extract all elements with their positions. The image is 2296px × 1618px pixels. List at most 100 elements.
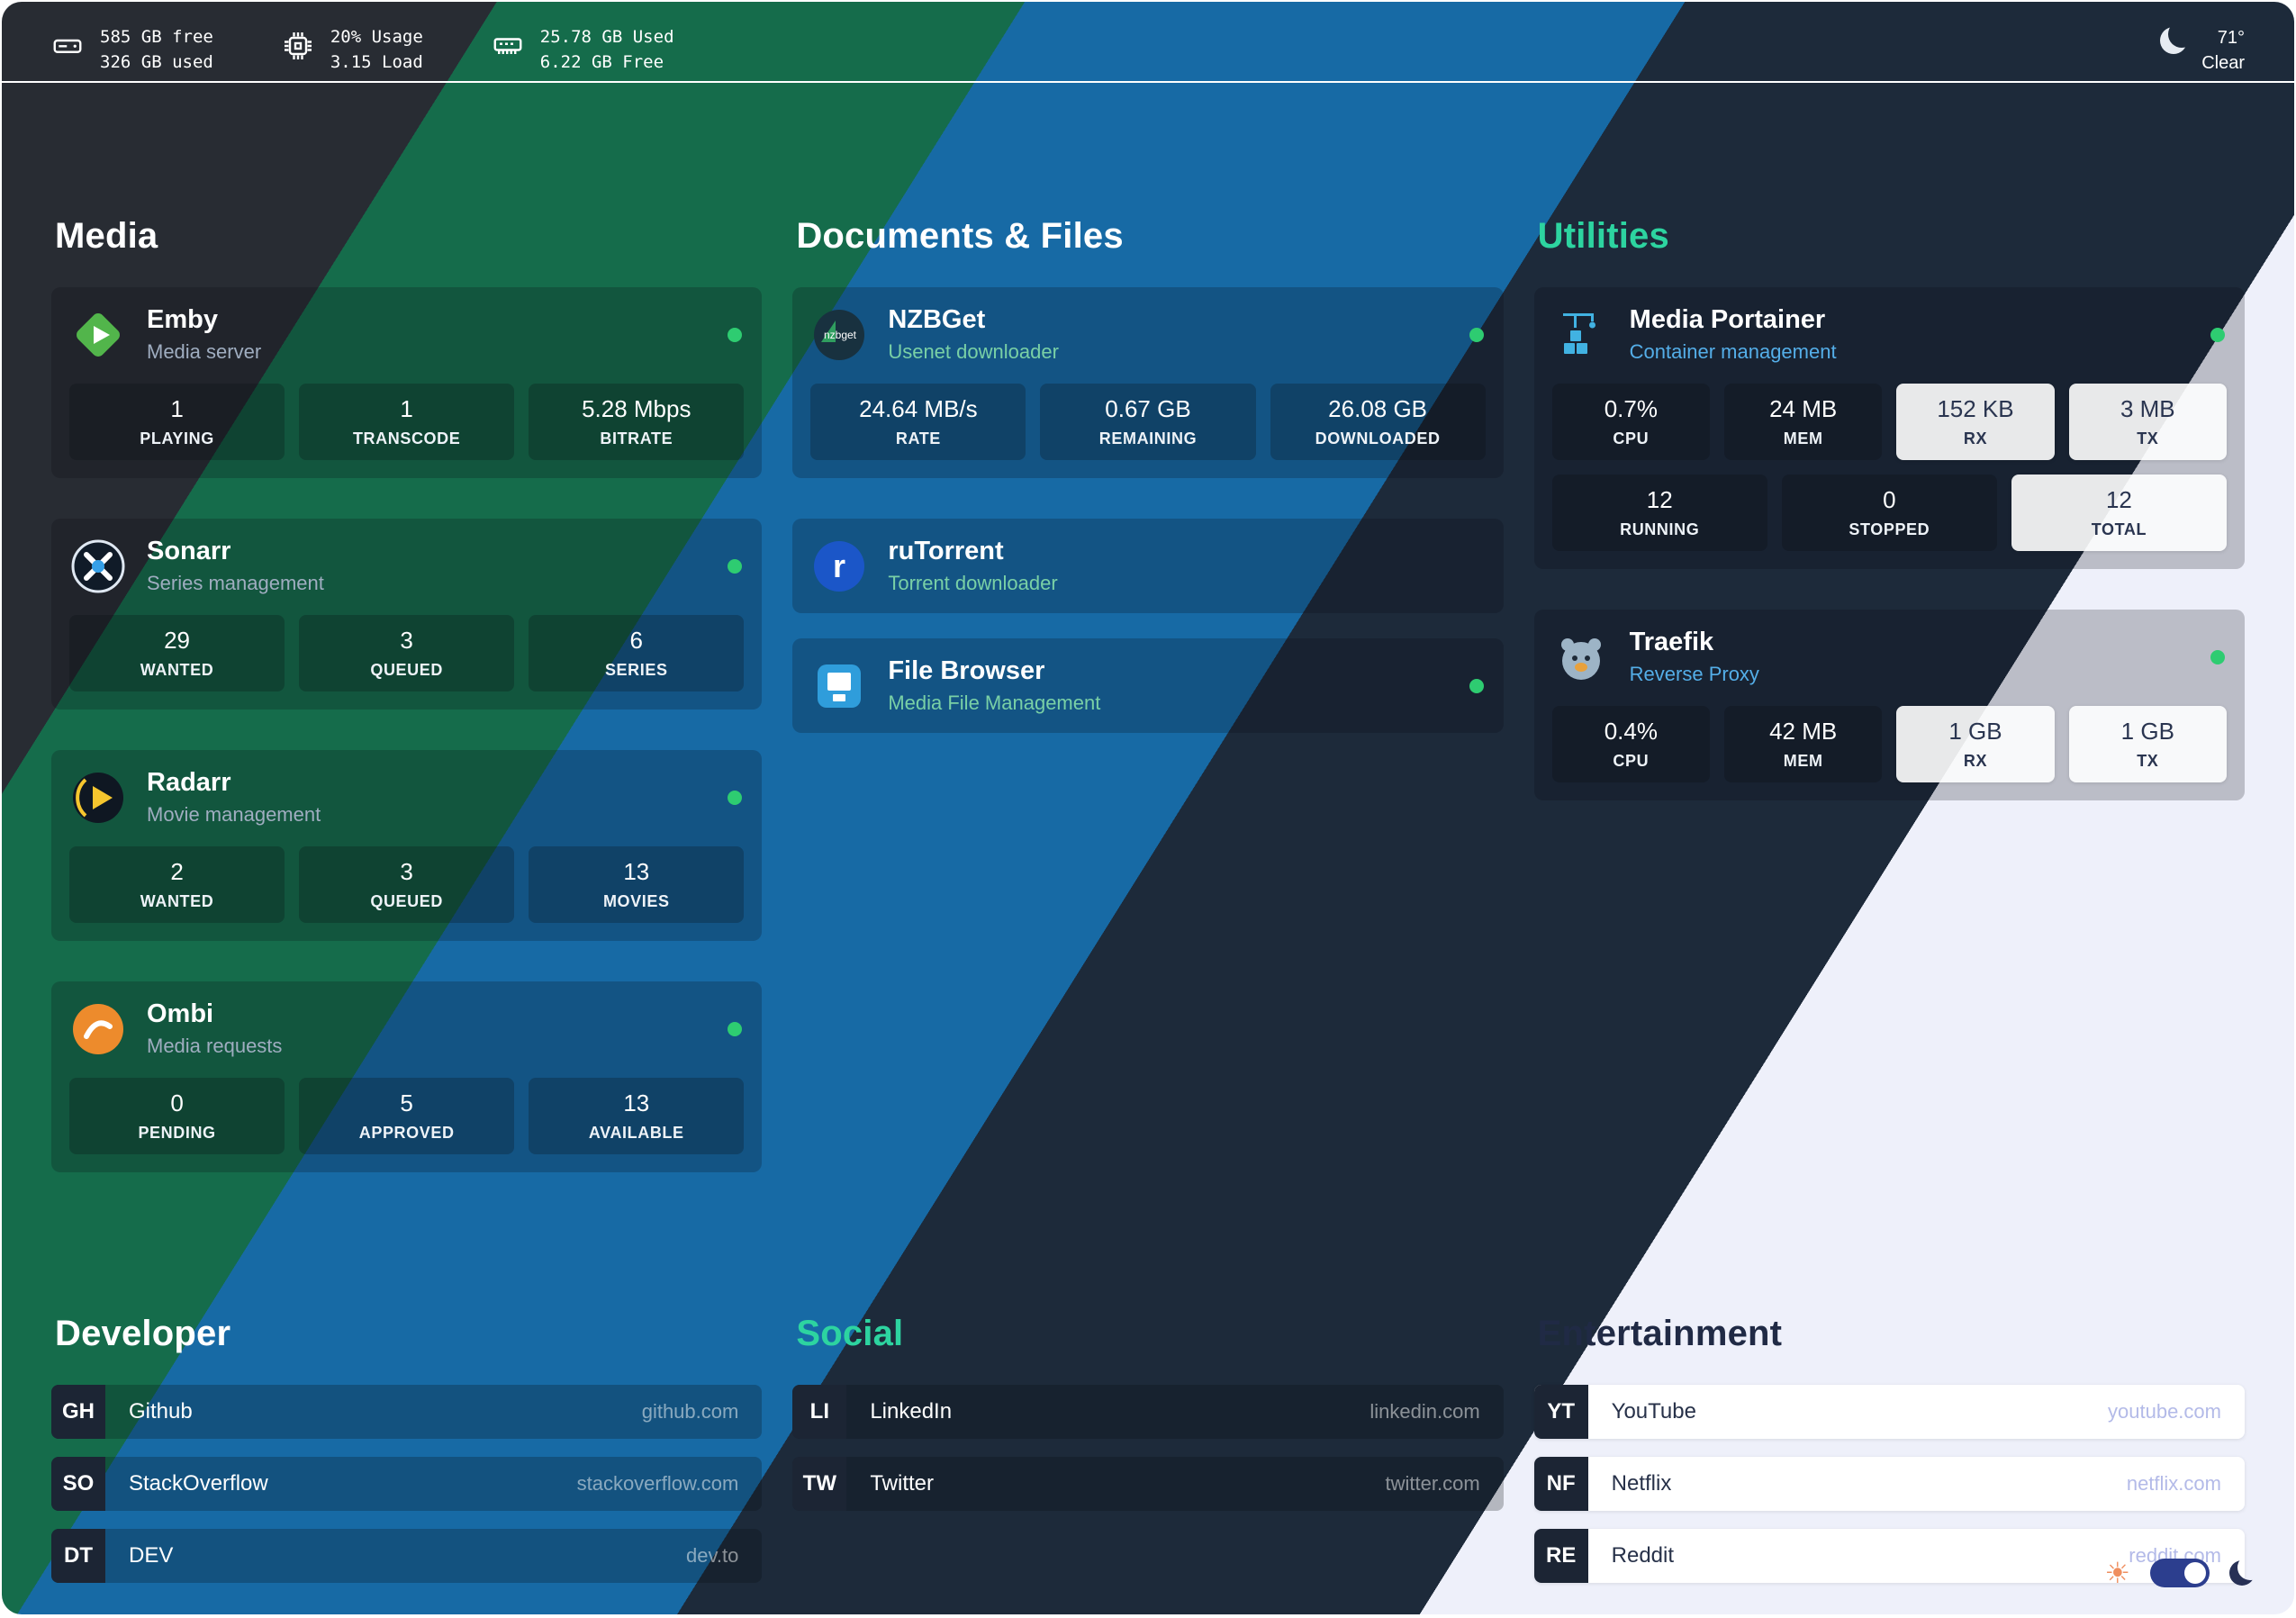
theme-toggle-knob	[2184, 1562, 2206, 1584]
stat-tile: 0.4% CPU	[1551, 706, 1710, 782]
stat-value: 5	[400, 1089, 413, 1116]
stat-value: 1	[170, 395, 184, 422]
reddit-badge: RE	[1533, 1529, 1588, 1583]
stat-value: 152 KB	[1937, 395, 2014, 422]
service-card-rutorrent[interactable]: r ruTorrent Torrent downloader	[792, 519, 1504, 613]
group-utilities: Utilities	[1533, 216, 2245, 1213]
theme-toggle[interactable]	[2150, 1559, 2210, 1587]
service-card-emby[interactable]: Emby Media server 1 PLAYING 1 TRANSCODE	[51, 287, 763, 478]
stat-tile: 5 APPROVED	[299, 1078, 515, 1154]
ram-free: 6.22 GB Free	[539, 51, 664, 72]
system-stats: 585 GB free 326 GB used 20% Usage 3.15 L…	[51, 25, 674, 75]
stat-label: CPU	[1613, 429, 1650, 447]
stat-value: 0.7%	[1604, 395, 1658, 422]
dark-mode-moon-icon[interactable]	[2229, 1560, 2255, 1586]
portainer-icon	[1552, 306, 1610, 364]
service-card-nzbget[interactable]: nzbget NZBGet Usenet downloader 24.64 MB…	[792, 287, 1504, 478]
weather-widget: 71° Clear	[2160, 25, 2245, 76]
service-subtitle: Torrent downloader	[888, 572, 1058, 594]
stat-label: PENDING	[138, 1124, 216, 1142]
status-dot	[728, 1021, 743, 1036]
service-card-file-browser[interactable]: File Browser Media File Management	[792, 638, 1504, 733]
link-domain: dev.to	[686, 1544, 739, 1567]
stat-tile: 1 GB TX	[2068, 706, 2227, 782]
group-developer: Developer GH Github github.com SO StackO…	[51, 1314, 763, 1601]
stat-tile: 0 PENDING	[69, 1078, 285, 1154]
stat-tile: 0.7% CPU	[1551, 384, 1710, 460]
stat-label: SERIES	[604, 661, 668, 679]
ram-stat: 25.78 GB Used 6.22 GB Free	[492, 25, 674, 75]
status-dot	[2210, 649, 2225, 664]
link-domain: twitter.com	[1385, 1472, 1480, 1495]
stat-label: APPROVED	[358, 1124, 455, 1142]
stat-label: TRANSCODE	[352, 429, 461, 447]
service-card-portainer[interactable]: Media Portainer Container management 0.7…	[1533, 287, 2245, 569]
stat-tile: 13 AVAILABLE	[529, 1078, 745, 1154]
link-youtube[interactable]: YT YouTube youtube.com	[1533, 1385, 2245, 1439]
stat-value: 26.08 GB	[1328, 395, 1428, 422]
service-name: Radarr	[147, 768, 231, 797]
nzbget-icon: nzbget	[810, 306, 868, 364]
stat-value: 3	[400, 858, 413, 885]
service-name: Sonarr	[147, 537, 231, 565]
stat-tile: 1 GB RX	[1896, 706, 2055, 782]
stat-value: 0	[1883, 486, 1896, 513]
service-subtitle: Movie management	[147, 803, 321, 826]
stat-tile: 29 WANTED	[69, 615, 285, 691]
group-social: Social LI LinkedIn linkedin.com TW Twitt…	[792, 1314, 1504, 1601]
link-twitter[interactable]: TW Twitter twitter.com	[792, 1457, 1504, 1511]
link-domain: github.com	[641, 1400, 739, 1423]
group-documents-files: Documents & Files nzbget NZBGet Usenet d…	[792, 216, 1504, 1213]
disk-used: 326 GB used	[100, 51, 213, 72]
weather-condition: Clear	[2201, 53, 2245, 73]
stat-tile: 5.28 Mbps BITRATE	[529, 384, 745, 460]
link-domain: stackoverflow.com	[576, 1472, 739, 1495]
service-card-traefik[interactable]: Traefik Reverse Proxy 0.4% CPU 42 MB MEM	[1533, 610, 2245, 800]
github-badge: GH	[51, 1385, 105, 1439]
top-bar: 585 GB free 326 GB used 20% Usage 3.15 L…	[2, 2, 2294, 83]
group-title-utilities: Utilities	[1537, 216, 1669, 256]
ombi-icon	[69, 1000, 127, 1058]
link-name: LinkedIn	[870, 1399, 953, 1424]
stat-label: AVAILABLE	[588, 1124, 684, 1142]
radarr-icon	[69, 769, 127, 827]
status-dot	[728, 558, 743, 574]
theme-controls: ☀	[2104, 1559, 2255, 1587]
stat-value: 12	[1646, 486, 1673, 513]
stat-value: 13	[623, 1089, 650, 1116]
link-dev[interactable]: DT DEV dev.to	[51, 1529, 763, 1583]
link-netflix[interactable]: NF Netflix netflix.com	[1533, 1457, 2245, 1511]
stat-tile: 0.67 GB REMAINING	[1040, 384, 1256, 460]
link-stackoverflow[interactable]: SO StackOverflow stackoverflow.com	[51, 1457, 763, 1511]
netflix-badge: NF	[1533, 1457, 1588, 1511]
service-card-sonarr[interactable]: Sonarr Series management 29 WANTED 3 QUE…	[51, 519, 763, 710]
stat-value: 12	[2105, 486, 2132, 513]
stat-label: TX	[2137, 429, 2159, 447]
link-name: Twitter	[870, 1471, 935, 1496]
service-card-ombi[interactable]: Ombi Media requests 0 PENDING 5 APPROVED	[51, 981, 763, 1172]
stat-tile: 1 TRANSCODE	[299, 384, 515, 460]
ram-used: 25.78 GB Used	[539, 27, 674, 47]
link-github[interactable]: GH Github github.com	[51, 1385, 763, 1439]
service-name: File Browser	[888, 656, 1045, 685]
service-card-radarr[interactable]: Radarr Movie management 2 WANTED 3 QUEUE…	[51, 750, 763, 941]
link-reddit[interactable]: RE Reddit reddit.com	[1533, 1529, 2245, 1583]
stat-label: MEM	[1783, 429, 1823, 447]
stat-label: STOPPED	[1849, 520, 1930, 538]
disk-stat: 585 GB free 326 GB used	[51, 25, 213, 75]
stat-tile: 24.64 MB/s RATE	[810, 384, 1026, 460]
stat-label: BITRATE	[600, 429, 673, 447]
link-linkedin[interactable]: LI LinkedIn linkedin.com	[792, 1385, 1504, 1439]
stat-tile: 24 MB MEM	[1723, 384, 1883, 460]
light-mode-sun-icon[interactable]: ☀	[2104, 1557, 2130, 1589]
svg-text:nzbget: nzbget	[824, 329, 857, 341]
service-name: Ombi	[147, 999, 214, 1028]
stat-value: 6	[629, 627, 643, 654]
service-subtitle: Container management	[1629, 340, 1837, 363]
group-title-documents-files: Documents & Files	[796, 216, 1124, 256]
stat-label: MOVIES	[602, 892, 670, 910]
stat-label: RX	[1963, 752, 1988, 770]
link-groups: Developer GH Github github.com SO StackO…	[2, 1314, 2294, 1601]
stat-value: 1 GB	[1948, 718, 2002, 745]
stat-value: 1	[400, 395, 413, 422]
